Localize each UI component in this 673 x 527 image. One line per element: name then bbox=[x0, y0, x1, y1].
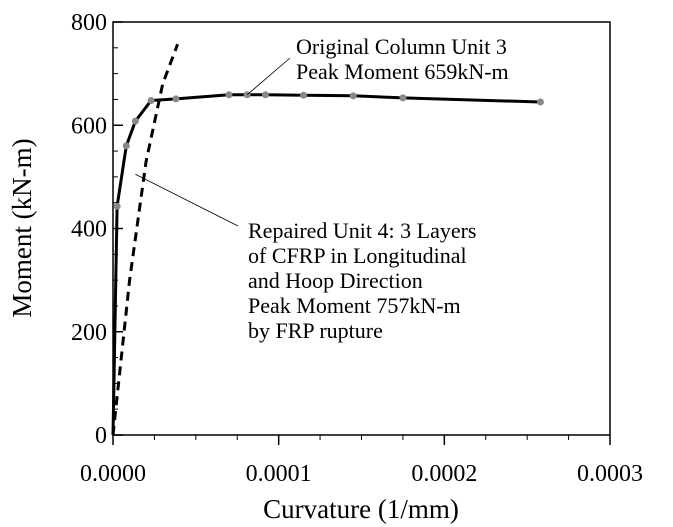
data-point bbox=[261, 91, 269, 99]
annotation-line: by FRP rupture bbox=[248, 318, 383, 343]
x-tick-label: 0.0001 bbox=[246, 461, 312, 487]
annotation-layer: Original Column Unit 3 Peak Moment 659kN-… bbox=[135, 34, 509, 343]
repaired-unit-4-line bbox=[111, 43, 180, 436]
data-point bbox=[113, 202, 121, 210]
data-point bbox=[300, 91, 308, 99]
annotation-line: Repaired Unit 4: 3 Layers bbox=[248, 218, 477, 243]
data-point bbox=[172, 95, 180, 103]
x-tick-label: 0.0003 bbox=[577, 461, 643, 487]
data-point bbox=[147, 96, 155, 104]
y-tick-label: 200 bbox=[71, 320, 107, 346]
y-tick-label: 0 bbox=[95, 423, 107, 449]
data-point bbox=[131, 117, 139, 125]
y-tick-label: 600 bbox=[71, 113, 107, 139]
y-tick-label: 800 bbox=[71, 10, 107, 36]
annotation-line: Original Column Unit 3 bbox=[296, 34, 507, 59]
annotation-text: Repaired Unit 4: 3 Layers of CFRP in Long… bbox=[248, 218, 477, 343]
ticks-layer: 0 200 400 600 800 0.0000 0.0001 0.0002 0.0003 bbox=[71, 10, 643, 487]
annotation-line: Peak Moment 757kN-m bbox=[248, 293, 461, 318]
annotation-line: of CFRP in Longitudinal bbox=[248, 243, 467, 268]
annotation-leader-line bbox=[135, 173, 239, 227]
data-point bbox=[122, 142, 130, 150]
x-tick-label: 0.0000 bbox=[80, 461, 146, 487]
y-axis-title: Moment (kN-m) bbox=[7, 138, 37, 317]
y-tick-label: 400 bbox=[71, 217, 107, 243]
annotation-line: Peak Moment 659kN-m bbox=[296, 59, 509, 84]
data-point bbox=[349, 92, 357, 100]
annotation-text: Original Column Unit 3 Peak Moment 659kN-… bbox=[296, 34, 509, 84]
x-axis-title: Curvature (1/mm) bbox=[263, 494, 459, 524]
x-tick-label: 0.0002 bbox=[411, 461, 477, 487]
annotation-line: and Hoop Direction bbox=[248, 268, 423, 293]
annotation-leader-line bbox=[246, 57, 291, 96]
data-point bbox=[225, 91, 233, 99]
data-point bbox=[399, 94, 407, 102]
data-point bbox=[536, 98, 544, 106]
